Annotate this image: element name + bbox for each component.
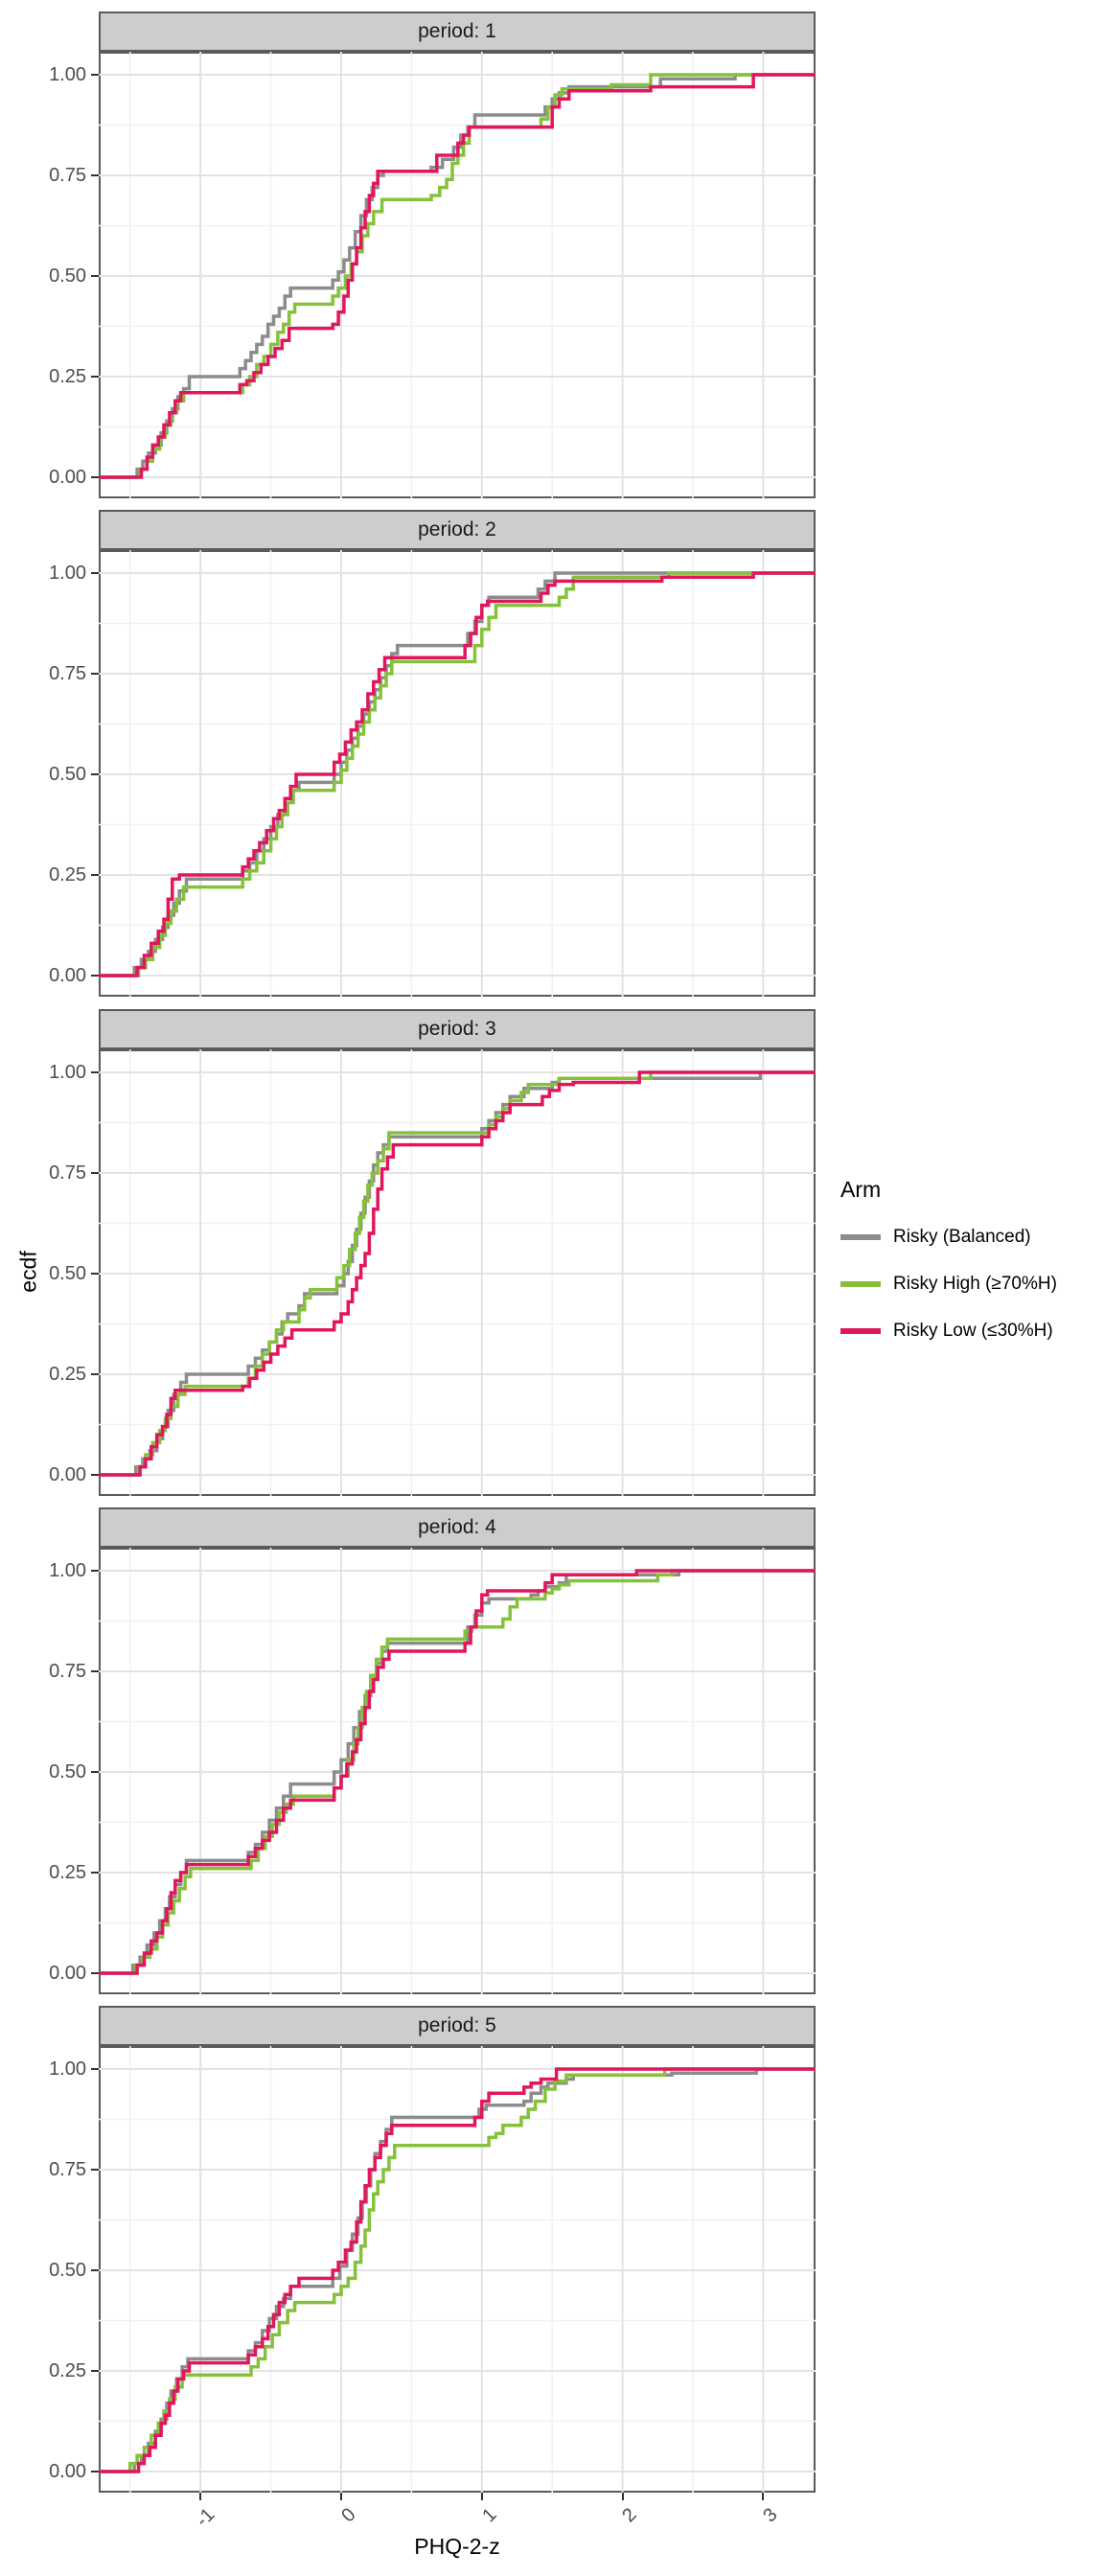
- y-tick-mark: [91, 673, 99, 675]
- x-tick-label: -1: [192, 2504, 219, 2532]
- ecdf-plot-area: [99, 2046, 816, 2493]
- y-tick-mark: [91, 1872, 99, 1874]
- y-tick-label: 0.25: [49, 864, 86, 886]
- y-tick-label: 0.50: [49, 1761, 86, 1782]
- y-tick-label: 0.25: [49, 1364, 86, 1385]
- legend: Arm Risky (Balanced) Risky High (≥70%H) Ri…: [840, 1177, 1099, 1365]
- y-tick-label: 0.25: [49, 1862, 86, 1883]
- legend-key-line: [840, 1281, 881, 1287]
- y-tick-label: 0.00: [49, 965, 86, 986]
- y-tick-mark: [91, 975, 99, 977]
- y-tick-label: 0.00: [49, 467, 86, 488]
- y-tick-mark: [91, 1474, 99, 1476]
- x-tick-mark: [199, 2493, 202, 2500]
- facet-strip-label: period: 2: [99, 510, 816, 550]
- y-tick-mark: [91, 476, 99, 478]
- ecdf-plot-area: [99, 1049, 816, 1496]
- y-tick-mark: [91, 275, 99, 277]
- y-tick-mark: [91, 773, 99, 775]
- x-tick-label: 0: [337, 2504, 360, 2527]
- x-tick-mark: [340, 2493, 342, 2500]
- y-tick-label: 0.75: [49, 165, 86, 186]
- facet-panel: [99, 52, 816, 498]
- y-tick-label: 0.75: [49, 1162, 86, 1184]
- x-tick-mark: [621, 2493, 624, 2500]
- y-tick-label: 0.25: [49, 2360, 86, 2381]
- y-tick-mark: [91, 2370, 99, 2372]
- ecdf-curve: [99, 73, 816, 479]
- y-tick-mark: [91, 874, 99, 876]
- y-tick-label: 1.00: [49, 563, 86, 584]
- y-tick-label: 0.00: [49, 2461, 86, 2482]
- y-tick-label: 0.00: [49, 1464, 86, 1485]
- y-tick-mark: [91, 74, 99, 76]
- legend-key-line: [840, 1234, 881, 1240]
- y-tick-label: 0.75: [49, 1661, 86, 1682]
- y-tick-label: 0.50: [49, 764, 86, 785]
- x-axis-title: PHQ-2-z: [414, 2534, 500, 2559]
- x-tick-label: 1: [477, 2504, 501, 2527]
- y-tick-mark: [91, 2068, 99, 2070]
- facet-panel: [99, 550, 816, 997]
- x-tick-mark: [480, 2493, 483, 2500]
- y-tick-mark: [91, 1972, 99, 1974]
- facet-panel: [99, 2046, 816, 2493]
- ecdf-plot-area: [99, 1548, 816, 1994]
- y-tick-label: 1.00: [49, 1560, 86, 1581]
- facet-strip-label: period: 3: [99, 1009, 816, 1049]
- facet-strip-label: period: 5: [99, 2006, 816, 2046]
- y-tick-label: 0.75: [49, 2159, 86, 2180]
- ecdf-plot-area: [99, 550, 816, 997]
- ecdf-curve: [99, 2067, 816, 2473]
- y-tick-mark: [91, 1771, 99, 1773]
- legend-title: Arm: [840, 1177, 882, 1202]
- y-tick-mark: [91, 572, 99, 574]
- y-tick-label: 0.50: [49, 265, 86, 287]
- facet-strip-label: period: 4: [99, 1507, 816, 1548]
- ecdf-plot-area: [99, 52, 816, 498]
- x-tick-mark: [762, 2493, 765, 2500]
- y-tick-mark: [91, 1570, 99, 1572]
- legend-key-line: [840, 1328, 881, 1334]
- y-tick-mark: [91, 1670, 99, 1672]
- y-tick-label: 0.25: [49, 366, 86, 387]
- y-tick-mark: [91, 1172, 99, 1174]
- y-tick-label: 0.00: [49, 1963, 86, 1984]
- y-tick-mark: [91, 1373, 99, 1375]
- y-tick-mark: [91, 2169, 99, 2171]
- y-tick-label: 1.00: [49, 64, 86, 85]
- facet-panel: [99, 1049, 816, 1496]
- y-tick-label: 1.00: [49, 1062, 86, 1083]
- ecdf-curve: [99, 1070, 816, 1477]
- ecdf-curve: [99, 571, 816, 978]
- y-tick-label: 0.50: [49, 1263, 86, 1284]
- y-tick-mark: [91, 1273, 99, 1275]
- y-tick-label: 0.50: [49, 2260, 86, 2281]
- y-tick-mark: [91, 2269, 99, 2271]
- legend-label: Risky High (≥70%H): [893, 1274, 1057, 1294]
- y-tick-label: 0.75: [49, 663, 86, 684]
- legend-entries: Risky (Balanced) Risky High (≥70%H) Risky …: [840, 1224, 1099, 1345]
- ecdf-curve: [99, 1569, 816, 1975]
- x-tick-label: 2: [618, 2504, 642, 2527]
- legend-entry: Risky (Balanced): [840, 1224, 1099, 1251]
- legend-label: Risky Low (≤30%H): [893, 1321, 1053, 1341]
- ecdf-curve: [99, 571, 816, 978]
- legend-entry: Risky Low (≤30%H): [840, 1318, 1099, 1345]
- x-tick-label: 3: [759, 2504, 782, 2527]
- y-tick-mark: [91, 1071, 99, 1073]
- y-tick-mark: [91, 2471, 99, 2472]
- y-tick-label: 1.00: [49, 2058, 86, 2080]
- facet-strip-label: period: 1: [99, 12, 816, 52]
- facet-panel: [99, 1548, 816, 1994]
- y-tick-mark: [91, 376, 99, 378]
- legend-entry: Risky High (≥70%H): [840, 1271, 1099, 1298]
- y-tick-mark: [91, 174, 99, 176]
- legend-label: Risky (Balanced): [893, 1227, 1031, 1247]
